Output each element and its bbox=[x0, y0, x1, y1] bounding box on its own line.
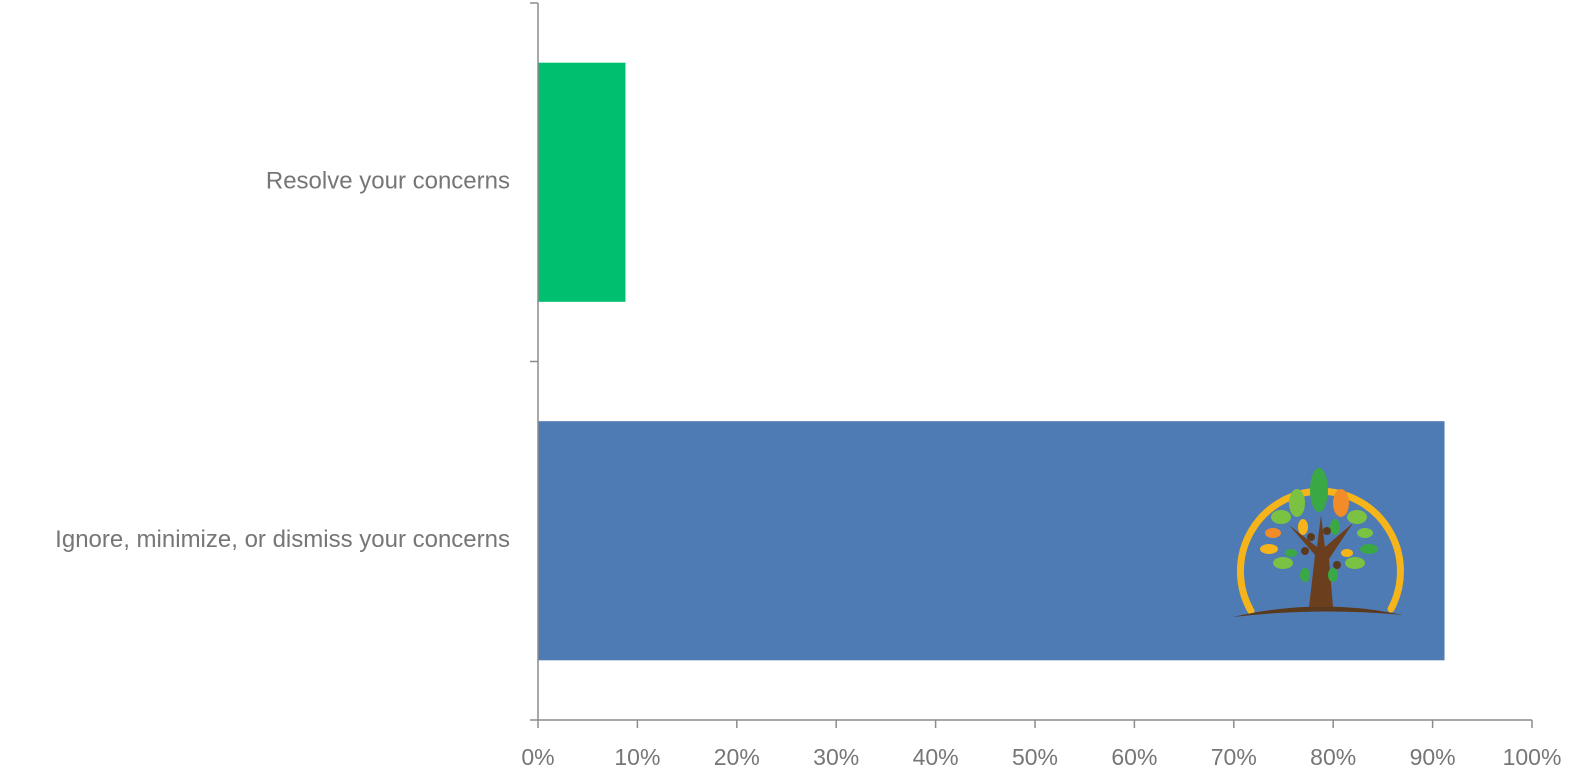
tree-logo-icon bbox=[1233, 468, 1404, 617]
x-tick-label: 90% bbox=[1410, 744, 1456, 770]
bar-1 bbox=[538, 421, 1445, 661]
category-label: Resolve your concerns bbox=[266, 168, 510, 195]
x-tick-label: 30% bbox=[813, 744, 859, 770]
x-tick-label: 80% bbox=[1310, 744, 1356, 770]
bar-0 bbox=[538, 62, 626, 302]
x-tick-label: 40% bbox=[913, 744, 959, 770]
x-tick-label: 10% bbox=[614, 744, 660, 770]
x-tick-label: 70% bbox=[1211, 744, 1257, 770]
category-label: Ignore, minimize, or dismiss your concer… bbox=[55, 526, 510, 553]
x-tick-label: 100% bbox=[1503, 744, 1562, 770]
x-tick-label: 20% bbox=[714, 744, 760, 770]
x-tick-label: 50% bbox=[1012, 744, 1058, 770]
x-tick-label: 60% bbox=[1111, 744, 1157, 770]
x-tick-label: 0% bbox=[521, 744, 554, 770]
